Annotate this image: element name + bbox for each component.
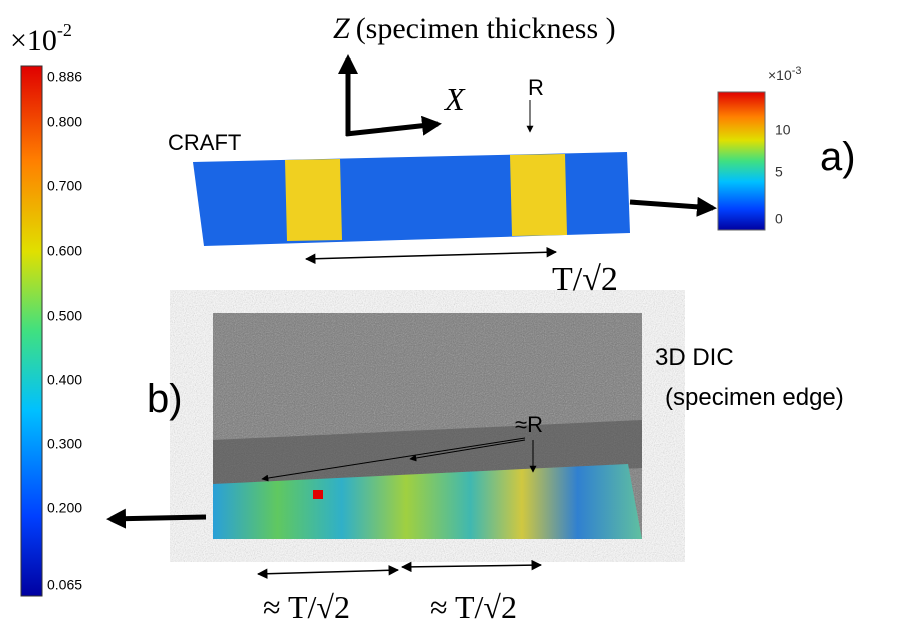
pointer-arrow (629, 196, 717, 217)
marker: R (528, 75, 544, 100)
method-subtitle: (specimen edge) (665, 384, 844, 411)
band (285, 159, 342, 241)
colorbar-label: 0.300 (47, 436, 82, 452)
axis-x: X (443, 81, 466, 117)
model-label: CRAFT (168, 130, 241, 155)
colorbar-label: 0.800 (47, 114, 82, 130)
axis-arrow (345, 115, 442, 137)
marker: ≈R (515, 412, 543, 437)
length-arrow (400, 559, 543, 573)
dic-strip (213, 464, 642, 539)
colorbar-label: 0.886 (47, 69, 82, 85)
colorbar-label: 0.700 (47, 178, 82, 194)
multiplier: ×10-3 (768, 65, 802, 83)
colorbar-label: 10 (775, 122, 791, 138)
colorbar-label: 0.065 (47, 577, 82, 593)
multiplier: ×10-2 (10, 20, 72, 57)
hot-spot (313, 490, 323, 499)
axis-z-caption: (specimen thickness ) (356, 12, 616, 45)
method-title: 3D DIC (655, 344, 734, 371)
marker-arrow (409, 439, 526, 462)
colorbar-label: 0.500 (47, 308, 82, 324)
colorbar-label: 5 (775, 164, 783, 180)
band (510, 154, 567, 236)
length-label: ≈ T/√2 (430, 589, 517, 625)
length-label: T/√2 (552, 261, 618, 298)
panel-label: b) (147, 377, 183, 421)
colorbar-label: 0.400 (47, 372, 82, 388)
axis-z: Z (333, 12, 350, 45)
length-label: ≈ T/√2 (263, 589, 350, 625)
axis-z-title: Z (specimen thickness ) (333, 12, 616, 45)
panel-label: a) (820, 135, 856, 179)
colorbar-label: 0.200 (47, 500, 82, 516)
pointer-arrow (106, 508, 207, 529)
colorbar (717, 91, 766, 231)
multiplier-base: ×10 (10, 24, 57, 57)
marker-arrow (261, 437, 526, 482)
multiplier-base: ×10 (768, 67, 792, 83)
colorbar-label: 0 (775, 211, 783, 227)
multiplier-exponent: -2 (57, 20, 72, 40)
multiplier-exponent: -3 (792, 65, 802, 77)
length-arrow (256, 565, 400, 579)
colorbar-label: 0.600 (47, 243, 82, 259)
length-arrow (304, 247, 558, 264)
colorbar (20, 65, 43, 597)
